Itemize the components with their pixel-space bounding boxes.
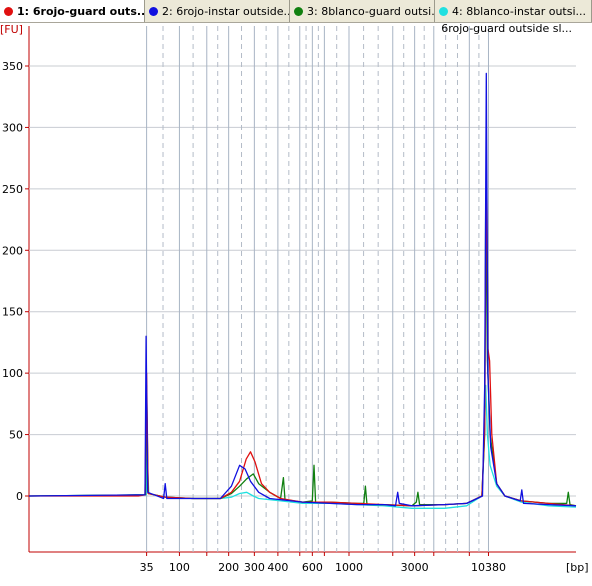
x-tick-label: 10380	[471, 561, 506, 574]
sample-tab-bar: 1: 6rojo-guard outs... 2: 6rojo-instar ou…	[0, 0, 592, 23]
sample-tab-label: 2: 6rojo-instar outside...	[162, 4, 289, 18]
sample-tab-3[interactable]: 3: 8blanco-guard outsi...	[290, 0, 435, 22]
sample-tab-label: 1: 6rojo-guard outs...	[17, 4, 144, 18]
x-tick-label: 100	[169, 561, 190, 574]
sample-tab-4[interactable]: 4: 8blanco-instar outsi...	[435, 0, 592, 22]
sample-tab-1[interactable]: 1: 6rojo-guard outs...	[0, 0, 145, 22]
x-tick-label: 3000	[401, 561, 429, 574]
series-line-4	[28, 384, 577, 509]
x-tick-label: 200	[218, 561, 239, 574]
series-line-2	[28, 72, 577, 507]
sample-title: 6rojo-guard outside sl...	[441, 22, 572, 35]
y-tick-label: 100	[2, 367, 23, 380]
sample-color-dot-icon	[149, 6, 158, 16]
x-tick-label: 600	[302, 561, 323, 574]
y-tick-label: 50	[9, 429, 23, 442]
sample-tab-label: 3: 8blanco-guard outsi...	[307, 4, 434, 18]
x-tick-label: 400	[267, 561, 288, 574]
sample-tab-2[interactable]: 2: 6rojo-instar outside...	[145, 0, 290, 22]
sample-color-dot-icon	[294, 6, 303, 16]
sample-tab-label: 4: 8blanco-instar outsi...	[452, 4, 587, 18]
y-tick-label: 0	[16, 490, 23, 503]
sample-color-dot-icon	[4, 6, 13, 16]
y-tick-label: 250	[2, 183, 23, 196]
y-tick-label: 200	[2, 244, 23, 257]
y-tick-label: 350	[2, 60, 23, 73]
x-tick-label: 35	[140, 561, 154, 574]
sample-color-dot-icon	[439, 6, 448, 16]
series-line-1	[29, 188, 577, 507]
x-axis-label: [bp]	[566, 561, 589, 574]
y-tick-label: 150	[2, 306, 23, 319]
y-axis-label: [FU]	[0, 23, 23, 36]
y-tick-label: 300	[2, 121, 23, 134]
x-tick-label: 1000	[335, 561, 363, 574]
x-tick-label: 300	[244, 561, 265, 574]
